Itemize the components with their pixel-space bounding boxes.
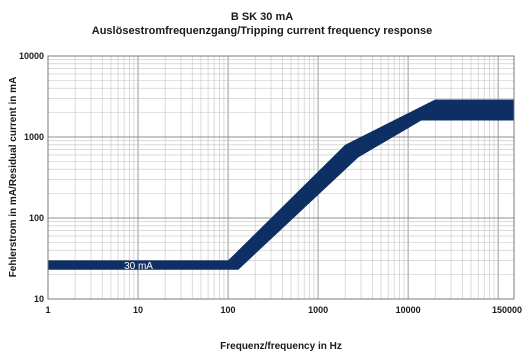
x-axis-ticks: 1 10 100 1000 10000 150000: [45, 305, 522, 315]
y-tick-label: 1000: [24, 132, 44, 142]
x-tick-label: 1000: [308, 305, 328, 315]
y-tick-label: 10000: [19, 51, 44, 61]
chart-title: B SK 30 mA: [230, 11, 294, 23]
band-annotation: 30 mA: [124, 261, 153, 272]
plot-frame: [47, 55, 515, 300]
x-tick-label: 150000: [492, 305, 522, 315]
x-axis-label: Frequenz/frequency in Hz: [220, 341, 342, 352]
x-tick-label: 100: [221, 305, 236, 315]
tripping-band: [48, 99, 514, 270]
y-tick-label: 100: [29, 213, 44, 223]
y-axis-ticks: 10 100 1000 10000: [19, 51, 44, 304]
x-tick-label: 10: [133, 305, 143, 315]
plot-area: [48, 56, 514, 299]
x-tick-label: 10000: [396, 305, 421, 315]
x-tick-label: 1: [45, 305, 50, 315]
y-tick-label: 10: [34, 294, 44, 304]
chart-subtitle: Auslösestromfrequenzgang/Tripping curren…: [91, 25, 433, 37]
y-axis-label: Fehlerstrom in mA/Residual current in mA: [8, 76, 19, 278]
